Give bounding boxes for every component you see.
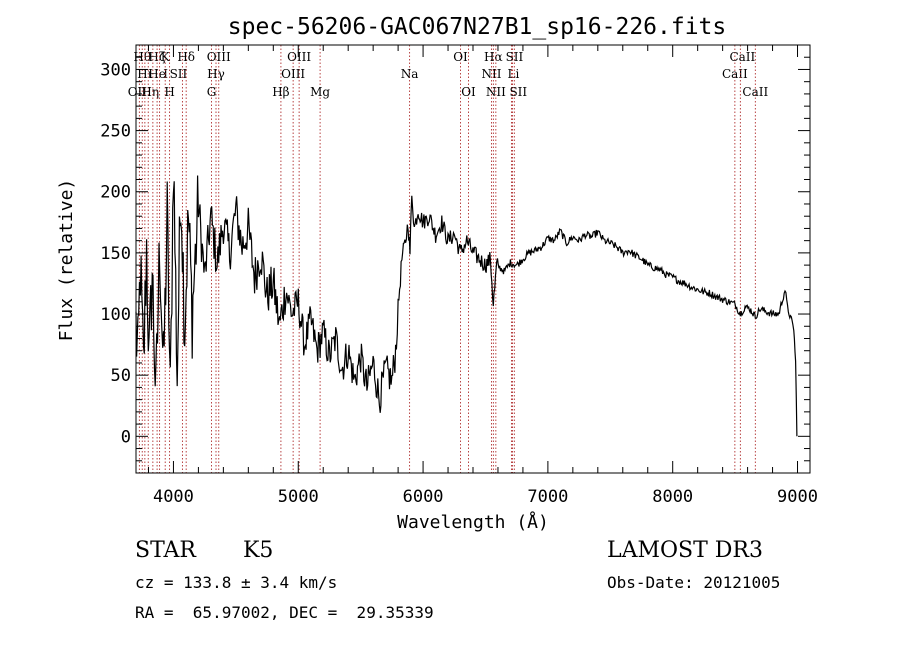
y-tick-label: 0 xyxy=(121,427,131,447)
survey-name: LAMOST DR3 xyxy=(607,538,763,563)
line-marker-label: OIII xyxy=(287,50,311,64)
line-marker-label: SII xyxy=(509,85,527,99)
line-marker-label: Hα xyxy=(484,50,503,64)
ra-dec-coordinates: RA = 65.97002, DEC = 29.35339 xyxy=(135,603,434,622)
line-marker-label: Hθ xyxy=(133,50,151,64)
line-marker-label: He xyxy=(148,67,166,81)
line-marker-label: Li xyxy=(508,67,520,81)
line-marker-label: NII xyxy=(481,67,501,81)
x-tick-label: 7000 xyxy=(527,487,568,507)
line-marker-label: Mg xyxy=(310,85,330,99)
redshift-velocity: cz = 133.8 ± 3.4 km/s xyxy=(135,573,338,592)
y-tick-label: 200 xyxy=(100,183,131,203)
y-tick-label: 300 xyxy=(100,60,131,80)
line-marker-label: K xyxy=(161,50,171,64)
y-tick-label: 100 xyxy=(100,305,131,325)
line-marker-label: SII xyxy=(170,67,188,81)
line-marker-label: OIII xyxy=(207,50,231,64)
line-marker-label: CaII xyxy=(729,50,755,64)
x-axis-ticks: 4000 5000 6000 7000 8000 9000 xyxy=(147,45,818,507)
line-marker-label: CaII xyxy=(722,67,748,81)
emission-line-markers: OIIHθHιHηHζHeIKHSIIHδGHγOIIIHβOIIIOIIIMg… xyxy=(128,45,768,473)
x-tick-label: 8000 xyxy=(652,487,693,507)
chart-title: spec-56206-GAC067N27B1_sp16-226.fits xyxy=(228,14,727,40)
line-marker-label: Hβ xyxy=(272,85,289,99)
line-marker-label: Na xyxy=(401,67,419,81)
line-marker-label: G xyxy=(207,85,217,99)
x-tick-label: 9000 xyxy=(777,487,818,507)
y-tick-label: 150 xyxy=(100,244,131,264)
line-marker-label: H xyxy=(164,85,174,99)
line-marker-label: NII xyxy=(486,85,506,99)
y-axis-label: Flux (relative) xyxy=(56,179,77,342)
object-subclass: K5 xyxy=(243,538,274,563)
plot-frame xyxy=(135,44,811,474)
line-marker-label: Hδ xyxy=(177,50,195,64)
x-axis-label: Wavelength (Å) xyxy=(397,511,549,533)
observation-date: Obs-Date: 20121005 xyxy=(607,573,781,592)
line-marker-label: OI xyxy=(461,85,476,99)
y-tick-label: 250 xyxy=(100,122,131,142)
x-tick-label: 6000 xyxy=(403,487,444,507)
x-tick-label: 5000 xyxy=(278,487,319,507)
x-tick-label: 4000 xyxy=(153,487,194,507)
line-marker-label: Hι xyxy=(137,67,152,81)
line-marker-label: I xyxy=(163,67,168,81)
line-marker-label: OIII xyxy=(281,67,305,81)
line-marker-label: Hη xyxy=(141,85,159,99)
y-axis-ticks: 0 50 100 150 200 250 300 xyxy=(100,56,810,462)
y-tick-label: 50 xyxy=(111,366,131,386)
line-marker-label: Hγ xyxy=(207,67,225,81)
line-marker-label: OI xyxy=(453,50,468,64)
object-class: STAR xyxy=(135,538,196,563)
line-marker-label: CaII xyxy=(742,85,768,99)
flux-series-line xyxy=(135,175,798,437)
